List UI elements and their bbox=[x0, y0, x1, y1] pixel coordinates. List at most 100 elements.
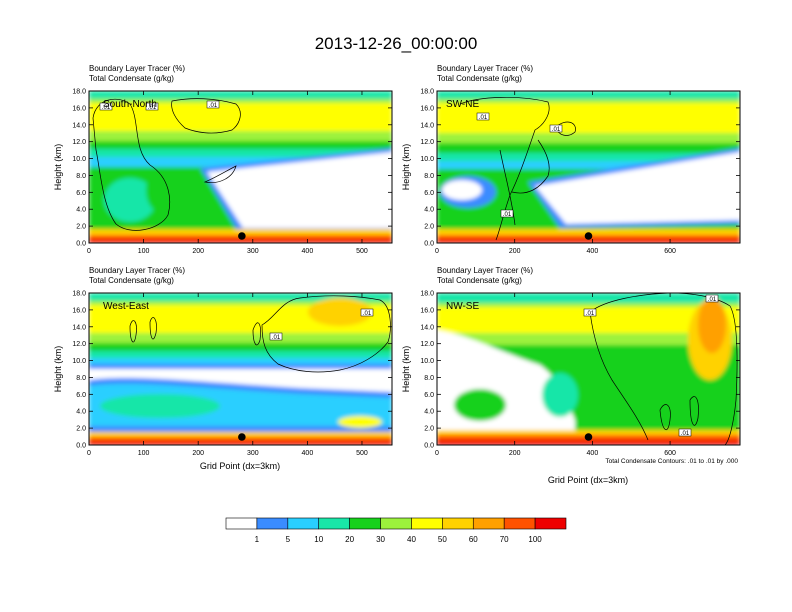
y-tick-label: 10.0 bbox=[72, 156, 86, 163]
y-tick-label: 16.0 bbox=[420, 105, 434, 112]
y-tick-label: 12.0 bbox=[420, 139, 434, 146]
x-tick-label: 100 bbox=[138, 450, 150, 457]
y-tick-label: 14.0 bbox=[72, 122, 86, 129]
colorbar-swatch bbox=[318, 517, 350, 530]
colorbar-label: 40 bbox=[407, 535, 416, 544]
colorbar-swatch bbox=[256, 517, 289, 530]
y-tick-label: 14.0 bbox=[72, 324, 86, 331]
y-tick-label: 16.0 bbox=[420, 307, 434, 314]
x-tick-label: 400 bbox=[587, 450, 599, 457]
panel-subtitle-condensate: Total Condensate (g/kg) bbox=[437, 276, 522, 285]
y-tick-label: 18.0 bbox=[420, 89, 434, 96]
condensate-contours bbox=[589, 293, 738, 445]
panel-subtitle-tracer: Boundary Layer Tracer (%) bbox=[437, 266, 533, 275]
y-tick-label: 0.0 bbox=[424, 443, 434, 450]
tracer-field bbox=[89, 293, 392, 445]
y-axis-label: Height (km) bbox=[53, 144, 63, 191]
x-tick-label: 0 bbox=[87, 450, 91, 457]
contour-labels: .01 .01 .01 bbox=[99, 100, 220, 111]
condensate-contours bbox=[459, 97, 576, 241]
svg-text:.01: .01 bbox=[272, 335, 281, 341]
panel-subtitle-condensate: Total Condensate (g/kg) bbox=[89, 276, 174, 285]
panel-name-label: SW-NE bbox=[446, 99, 479, 110]
svg-text:.01: .01 bbox=[102, 105, 111, 111]
colorbar: 1 5 10 20 30 40 50 60 70 100 bbox=[225, 517, 567, 544]
panel-name-label: NW-SE bbox=[446, 301, 479, 312]
y-tick-label: 6.0 bbox=[76, 392, 86, 399]
panel-nw-se: Boundary Layer Tracer (%) Total Condensa… bbox=[401, 266, 741, 485]
y-tick-label: 2.0 bbox=[424, 224, 434, 231]
contour-labels: .01 .01 bbox=[269, 308, 374, 341]
location-marker bbox=[584, 433, 593, 441]
x-tick-label: 200 bbox=[509, 248, 521, 255]
svg-text:.01: .01 bbox=[209, 103, 218, 109]
contour-labels: .01 .01 .01 bbox=[583, 294, 719, 437]
y-tick-label: 12.0 bbox=[72, 341, 86, 348]
colorbar-swatch bbox=[349, 517, 381, 530]
x-tick-label: 400 bbox=[302, 248, 314, 255]
colorbar-label: 1 bbox=[255, 535, 260, 544]
svg-text:.01: .01 bbox=[148, 105, 157, 111]
plot-frame bbox=[436, 90, 741, 244]
y-axis-label: Height (km) bbox=[401, 144, 411, 191]
y-tick-label: 16.0 bbox=[72, 105, 86, 112]
panel-subtitle-condensate: Total Condensate (g/kg) bbox=[437, 74, 522, 83]
y-tick-label: 4.0 bbox=[424, 409, 434, 416]
svg-text:.01: .01 bbox=[586, 311, 595, 317]
y-tick-label: 18.0 bbox=[420, 291, 434, 298]
colorbar-swatch bbox=[534, 517, 567, 530]
colorbar-label: 100 bbox=[528, 535, 542, 544]
condensate-contours bbox=[129, 295, 391, 373]
x-tick-label: 200 bbox=[509, 450, 521, 457]
y-axis-label: Height (km) bbox=[53, 346, 63, 393]
y-tick-label: 4.0 bbox=[76, 207, 86, 214]
x-axis-label: Grid Point (dx=3km) bbox=[548, 475, 628, 485]
x-tick-label: 100 bbox=[138, 248, 150, 255]
y-tick-label: 6.0 bbox=[424, 190, 434, 197]
y-tick-label: 10.0 bbox=[420, 358, 434, 365]
y-tick-label: 2.0 bbox=[76, 224, 86, 231]
colorbar-swatch bbox=[503, 517, 536, 530]
svg-text:.01: .01 bbox=[479, 115, 488, 121]
y-tick-label: 4.0 bbox=[76, 409, 86, 416]
colorbar-swatch bbox=[442, 517, 474, 530]
x-tick-label: 300 bbox=[247, 248, 259, 255]
panel-subtitle-tracer: Boundary Layer Tracer (%) bbox=[89, 64, 185, 73]
x-tick-label: 500 bbox=[356, 248, 368, 255]
x-tick-label: 500 bbox=[356, 450, 368, 457]
y-tick-label: 6.0 bbox=[424, 392, 434, 399]
svg-text:.01: .01 bbox=[708, 297, 717, 303]
colorbar-swatch bbox=[472, 517, 505, 530]
location-marker bbox=[584, 232, 593, 240]
y-tick-label: 18.0 bbox=[72, 89, 86, 96]
x-tick-label: 400 bbox=[587, 248, 599, 255]
contour-labels: .01 .01 .01 bbox=[476, 112, 563, 218]
x-tick-label: 0 bbox=[435, 248, 439, 255]
x-tick-label: 400 bbox=[302, 450, 314, 457]
x-tick-label: 300 bbox=[247, 450, 259, 457]
x-tick-label: 0 bbox=[435, 450, 439, 457]
y-tick-label: 8.0 bbox=[424, 173, 434, 180]
colorbar-label: 20 bbox=[345, 535, 354, 544]
x-tick-label: 600 bbox=[664, 248, 676, 255]
y-tick-label: 18.0 bbox=[72, 291, 86, 298]
y-tick-label: 8.0 bbox=[76, 173, 86, 180]
colorbar-swatch bbox=[380, 517, 412, 530]
y-tick-label: 10.0 bbox=[72, 358, 86, 365]
panel-subtitle-tracer: Boundary Layer Tracer (%) bbox=[89, 266, 185, 275]
panel-name-label: South-North bbox=[103, 99, 157, 110]
svg-text:.01: .01 bbox=[363, 311, 372, 317]
colorbar-label: 50 bbox=[438, 535, 447, 544]
y-tick-label: 10.0 bbox=[420, 156, 434, 163]
colorbar-label: 5 bbox=[286, 535, 291, 544]
colorbar-swatch bbox=[225, 517, 258, 530]
x-tick-label: 600 bbox=[664, 450, 676, 457]
x-tick-label: 200 bbox=[192, 450, 204, 457]
y-tick-label: 2.0 bbox=[424, 426, 434, 433]
colorbar-swatch bbox=[287, 517, 320, 530]
colorbar-label: 70 bbox=[500, 535, 509, 544]
y-axis-label: Height (km) bbox=[401, 346, 411, 393]
y-tick-label: 0.0 bbox=[76, 241, 86, 248]
colorbar-label: 30 bbox=[376, 535, 385, 544]
